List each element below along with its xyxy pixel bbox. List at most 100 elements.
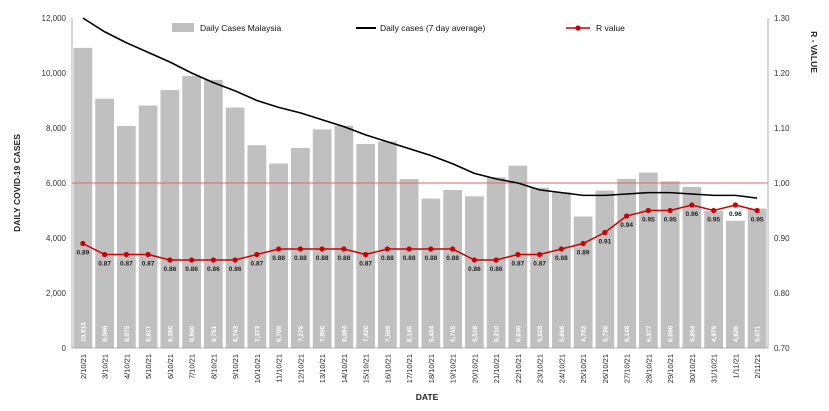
bar-31: [747, 208, 767, 348]
y2-tick-label-1: 0.80: [774, 289, 790, 298]
r-value-label-19: 0.86: [490, 266, 503, 273]
x-tick-label-19: 21/10/21: [492, 354, 501, 383]
r-value-label-9: 0.88: [272, 255, 285, 262]
bar-value-label-13: 7,420: [363, 325, 370, 342]
x-tick-label-26: 28/10/21: [644, 354, 653, 383]
r-value-point-15: [406, 246, 412, 252]
bar-22: [552, 192, 571, 348]
y-tick-label-2: 4,000: [46, 234, 67, 243]
bar-value-label-9: 6,709: [276, 325, 283, 342]
x-tick-label-3: 5/10/21: [144, 354, 153, 379]
r-value-label-31: 0.95: [751, 217, 764, 224]
bar-value-label-19: 6,210: [494, 325, 501, 342]
r-value-point-17: [450, 246, 456, 252]
r-value-point-10: [297, 246, 303, 252]
r-value-point-4: [167, 257, 173, 263]
y-tick-label-3: 6,000: [46, 179, 67, 188]
bar-27: [660, 181, 680, 348]
r-value-label-17: 0.88: [446, 255, 459, 262]
x-tick-label-17: 19/10/21: [449, 354, 458, 383]
r-value-label-23: 0.89: [577, 250, 590, 257]
r-value-point-30: [732, 202, 738, 208]
y2-tick-label-5: 1.20: [774, 69, 790, 78]
r-value-label-2: 0.87: [120, 261, 133, 268]
x-tick-label-13: 15/10/21: [362, 354, 371, 383]
bars-layer: 10,915 9,066 8,075 8,817 9,380 9,890 9,751 8,74…: [73, 47, 767, 349]
x-tick-label-0: 2/10/21: [79, 354, 88, 379]
x-tick-label-18: 20/10/21: [470, 354, 479, 383]
bar-value-label-25: 6,148: [624, 325, 631, 342]
r-value-label-0: 0.89: [77, 250, 90, 257]
x-tick-label-24: 26/10/21: [601, 354, 610, 383]
legend-label-r-value: R value: [596, 23, 625, 33]
y2-tick-label-4: 1.10: [774, 124, 790, 133]
bar-25: [617, 178, 636, 348]
bar-value-label-8: 7,373: [254, 325, 261, 342]
x-tick-label-28: 30/10/21: [688, 354, 697, 383]
r-value-point-28: [689, 202, 695, 208]
bar-value-label-1: 9,066: [102, 325, 109, 342]
r-line-layer: 0.89 0.87 0.87 0.87 0.86 0.86 0.86 0.86 0.87 0.88…: [77, 202, 764, 273]
bar-1: [95, 98, 114, 348]
r-value-label-20: 0.87: [512, 261, 525, 268]
r-value-label-6: 0.86: [207, 266, 220, 273]
bar-value-label-0: 10,915: [80, 322, 87, 342]
r-value-label-8: 0.87: [251, 261, 264, 268]
x-tick-label-11: 13/10/21: [318, 354, 327, 383]
r-value-label-16: 0.88: [425, 255, 438, 262]
bar-13: [356, 143, 375, 348]
r-value-point-25: [624, 213, 630, 219]
bar-12: [334, 125, 354, 348]
r-value-label-5: 0.86: [185, 266, 198, 273]
x-tick-label-10: 12/10/21: [296, 354, 305, 383]
x-tick-label-25: 27/10/21: [623, 354, 632, 383]
bar-18: [465, 196, 484, 348]
x-tick-label-1: 3/10/21: [101, 354, 110, 379]
r-value-point-6: [210, 257, 216, 263]
x-tick-label-2: 4/10/21: [122, 354, 131, 379]
r-value-label-14: 0.88: [381, 255, 394, 262]
bar-17: [443, 190, 462, 348]
x-tick-label-31: 2/11/21: [753, 354, 762, 378]
bar-14: [378, 141, 397, 348]
x-tick-label-23: 25/10/21: [579, 354, 588, 383]
bar-value-label-22: 5,666: [559, 325, 566, 342]
x-tick-label-9: 11/10/21: [275, 354, 284, 383]
r-value-point-24: [602, 229, 608, 236]
x-tick-label-21: 23/10/21: [536, 354, 545, 383]
r-value-label-25: 0.94: [620, 222, 633, 229]
r-value-point-21: [537, 251, 543, 258]
bar-value-label-7: 8,743: [233, 325, 240, 342]
x-tick-label-7: 9/10/21: [231, 354, 240, 379]
bar-value-label-14: 7,509: [385, 325, 392, 342]
y2-tick-label-2: 0.90: [774, 234, 790, 243]
axes-layer: 0 2,000 4,000 6,000 8,000 10,000 12,000 0.70 0.8…: [42, 14, 791, 383]
bar-5: [182, 76, 201, 349]
bar-4: [160, 90, 180, 349]
r-value-label-11: 0.88: [316, 255, 329, 262]
bar-value-label-3: 8,817: [146, 325, 153, 342]
x-tick-label-16: 18/10/21: [427, 354, 436, 383]
y2-tick-label-6: 1.30: [774, 14, 790, 23]
x-tick-label-20: 22/10/21: [514, 354, 523, 383]
y-tick-label-4: 8,000: [46, 124, 67, 133]
bar-value-label-10: 7,276: [298, 325, 305, 342]
r-value-label-7: 0.86: [229, 266, 242, 273]
bar-19: [486, 177, 506, 348]
legend: Daily Cases Malaysia Daily cases (7 day a…: [172, 23, 625, 33]
y-tick-label-1: 2,000: [46, 289, 67, 298]
r-value-point-20: [515, 251, 521, 258]
r-value-point-2: [123, 251, 129, 258]
average-line-layer: [82, 17, 758, 199]
bar-value-label-6: 9,751: [211, 325, 218, 342]
r-value-point-1: [102, 251, 108, 258]
bar-23: [573, 216, 593, 348]
x-tick-label-27: 29/10/21: [666, 354, 675, 383]
r-value-label-18: 0.86: [468, 266, 481, 273]
x-tick-label-6: 8/10/21: [209, 354, 218, 379]
r-value-point-29: [711, 207, 717, 214]
r-value-point-7: [232, 257, 238, 263]
bar-value-label-24: 5,726: [602, 325, 609, 342]
r-value-point-26: [645, 207, 651, 214]
